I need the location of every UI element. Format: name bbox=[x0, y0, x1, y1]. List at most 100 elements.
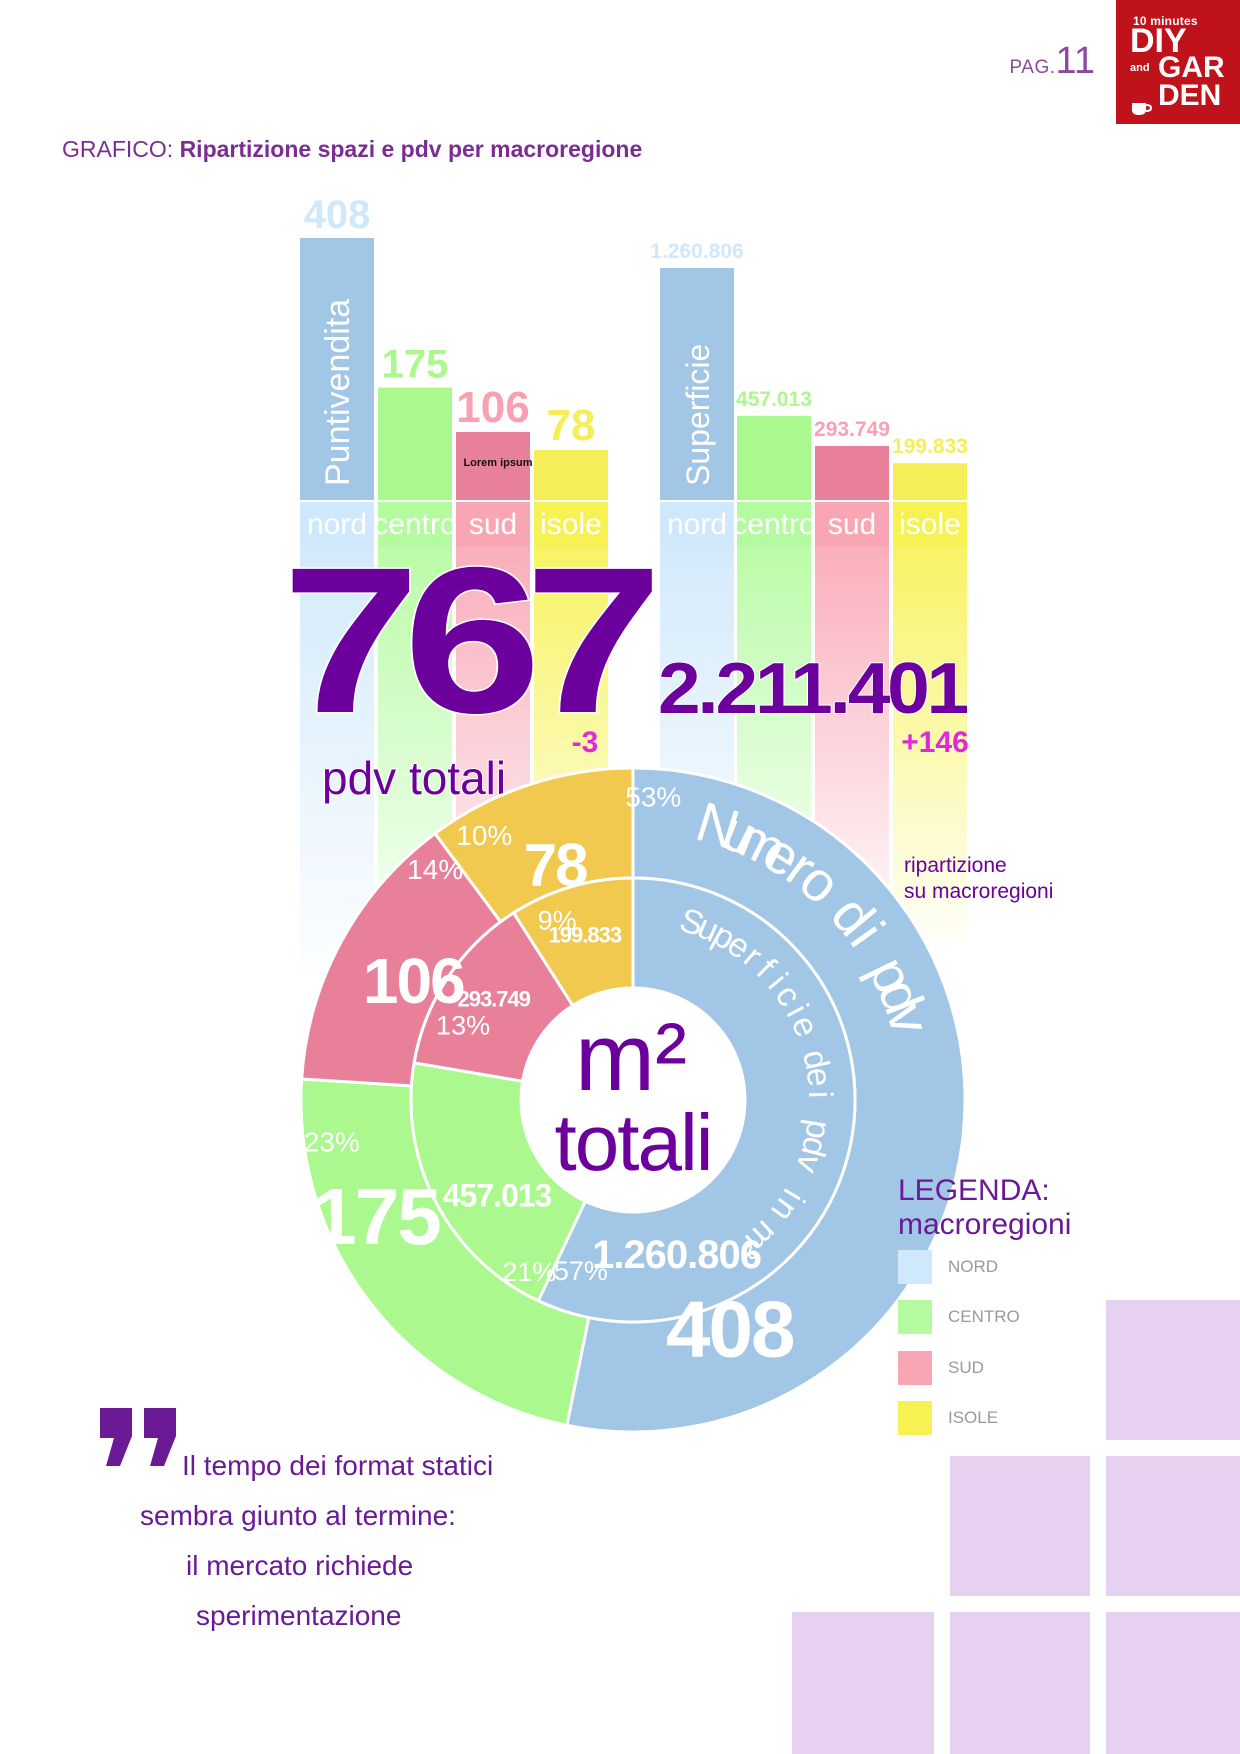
quote-line: Il tempo dei format statici bbox=[182, 1450, 494, 1481]
total-surface: 2.211.401 bbox=[658, 649, 968, 729]
category-tile-nord bbox=[300, 502, 374, 546]
donut-center-caption: totali bbox=[555, 1098, 712, 1187]
note-line: su macroregioni bbox=[904, 880, 1053, 903]
bar-caption: Superficie bbox=[680, 344, 716, 486]
category-tile-isole bbox=[534, 502, 608, 546]
logo-text: DIY bbox=[1130, 22, 1187, 60]
donut-inner-value: 1.260.806 bbox=[592, 1233, 761, 1277]
page-number-value: 11 bbox=[1055, 40, 1095, 82]
cup-icon bbox=[1132, 103, 1152, 115]
bar-caption: Puntivendita bbox=[319, 299, 357, 486]
bar-isole bbox=[893, 463, 967, 500]
donut-slice-inner-nord bbox=[536, 876, 857, 1324]
category-tile-centro bbox=[378, 502, 452, 546]
donut-outer-value: 175 bbox=[312, 1172, 440, 1261]
legend-title-line: LEGENDA: bbox=[898, 1174, 1050, 1207]
brand-logo: 10 minutes DIY and GAR DEN bbox=[1116, 0, 1240, 124]
bar-value-label: 106 bbox=[456, 383, 529, 432]
bar-centro bbox=[378, 387, 452, 500]
category-tile-centro bbox=[737, 502, 811, 546]
legend-swatch bbox=[898, 1250, 932, 1284]
bar-sud bbox=[815, 445, 889, 500]
legend-swatch bbox=[898, 1351, 932, 1385]
bar-annotation: Lorem ipsum bbox=[463, 457, 532, 469]
chart-title: GRAFICO: Ripartizione spazi e pdv per ma… bbox=[62, 136, 642, 163]
total-pdv-caption: pdv totali bbox=[322, 752, 506, 804]
donut-inner-percent: 57% bbox=[554, 1256, 608, 1286]
bar-centro bbox=[737, 415, 811, 500]
category-label: isole bbox=[899, 508, 961, 541]
donut-inner-value: 199.833 bbox=[549, 923, 622, 948]
bar-value-label: 293.749 bbox=[814, 418, 890, 441]
logo-text: GAR bbox=[1158, 51, 1225, 84]
total-pdv: 767 bbox=[282, 525, 652, 757]
donut-outer-value: 106 bbox=[363, 945, 464, 1017]
bar-nord bbox=[300, 238, 374, 500]
legend-title-line: macroregioni bbox=[898, 1208, 1072, 1241]
legend-item-centro: CENTRO bbox=[898, 1300, 1020, 1334]
bar-isole bbox=[534, 449, 608, 500]
category-label: nord bbox=[667, 508, 727, 541]
page-prefix: PAG. bbox=[1009, 57, 1056, 78]
donut-outer-percent: 53% bbox=[625, 782, 681, 813]
donut-inner-percent: 21% bbox=[502, 1257, 556, 1287]
category-tile-nord bbox=[660, 502, 734, 546]
bar-value-label: 457.013 bbox=[736, 388, 812, 411]
delta-pdv: -3 bbox=[572, 726, 599, 759]
note-line: ripartizione bbox=[904, 854, 1007, 877]
donut-inner-value: 457.013 bbox=[443, 1177, 552, 1213]
legend-item-nord: NORD bbox=[898, 1250, 998, 1284]
category-tile-isole bbox=[893, 502, 967, 546]
chart-title-prefix: GRAFICO: bbox=[62, 136, 174, 162]
donut-inner-percent: 13% bbox=[436, 1010, 490, 1040]
donut-inner-value: 293.749 bbox=[457, 987, 530, 1012]
donut-slice-inner-centro bbox=[409, 1061, 588, 1303]
legend-label: SUD bbox=[948, 1358, 984, 1377]
bar-value-label: 199.833 bbox=[892, 435, 968, 458]
category-label: centro bbox=[732, 508, 815, 541]
decorative-square bbox=[1106, 1300, 1240, 1440]
donut-center bbox=[522, 989, 744, 1211]
legend-label: NORD bbox=[948, 1257, 999, 1276]
category-label: sud bbox=[469, 508, 517, 541]
category-tile-sud bbox=[456, 502, 530, 546]
quote-line: sperimentazione bbox=[196, 1600, 402, 1631]
donut-inner-percent: 9% bbox=[538, 905, 577, 935]
legend-item-isole: ISOLE bbox=[898, 1401, 998, 1435]
bar-value-label: 1.260.806 bbox=[650, 240, 743, 263]
legend-label: CENTRO bbox=[948, 1307, 1020, 1326]
logo-text: and bbox=[1130, 62, 1150, 74]
donut-inner-caption-char: i bbox=[801, 1090, 839, 1099]
decorative-square bbox=[950, 1456, 1090, 1596]
legend-swatch bbox=[898, 1300, 932, 1334]
category-label: sud bbox=[828, 508, 876, 541]
donut-outer-percent: 14% bbox=[407, 854, 463, 885]
donut-outer-value: 408 bbox=[666, 1284, 794, 1373]
decorative-square bbox=[1106, 1612, 1240, 1754]
donut-outer-value: 78 bbox=[524, 832, 587, 899]
category-label: nord bbox=[307, 508, 367, 541]
legend-title: LEGENDA: macroregioni bbox=[898, 1174, 1071, 1242]
logo-text: 10 minutes bbox=[1133, 14, 1198, 28]
bar-value-label: 175 bbox=[382, 343, 449, 387]
category-tile-sud bbox=[815, 502, 889, 546]
donut-center-unit: m² bbox=[575, 1004, 687, 1111]
chart-title-text: Ripartizione spazi e pdv per macroregion… bbox=[179, 136, 643, 162]
category-label: centro bbox=[373, 508, 456, 541]
donut-inner-caption-char: e bbox=[799, 1065, 839, 1088]
quote-line: il mercato richiede bbox=[186, 1550, 414, 1581]
donut-outer-percent: 10% bbox=[456, 820, 512, 851]
page-number: PAG.11 bbox=[1010, 40, 1095, 83]
legend-item-sud: SUD bbox=[898, 1351, 984, 1385]
donut-slice-inner-isole bbox=[511, 876, 635, 1008]
bar-nord bbox=[660, 268, 734, 500]
donut-inner-caption: Superficie dei pdv in m² bbox=[675, 901, 839, 1266]
decorative-square bbox=[950, 1612, 1090, 1754]
quote-mark-icon bbox=[100, 1408, 176, 1466]
legend-label: ISOLE bbox=[948, 1408, 999, 1427]
delta-surface: +146 bbox=[901, 726, 969, 759]
decorative-square bbox=[792, 1612, 934, 1754]
bar-value-label: 78 bbox=[547, 401, 596, 450]
bar-value-label: 408 bbox=[304, 193, 371, 237]
